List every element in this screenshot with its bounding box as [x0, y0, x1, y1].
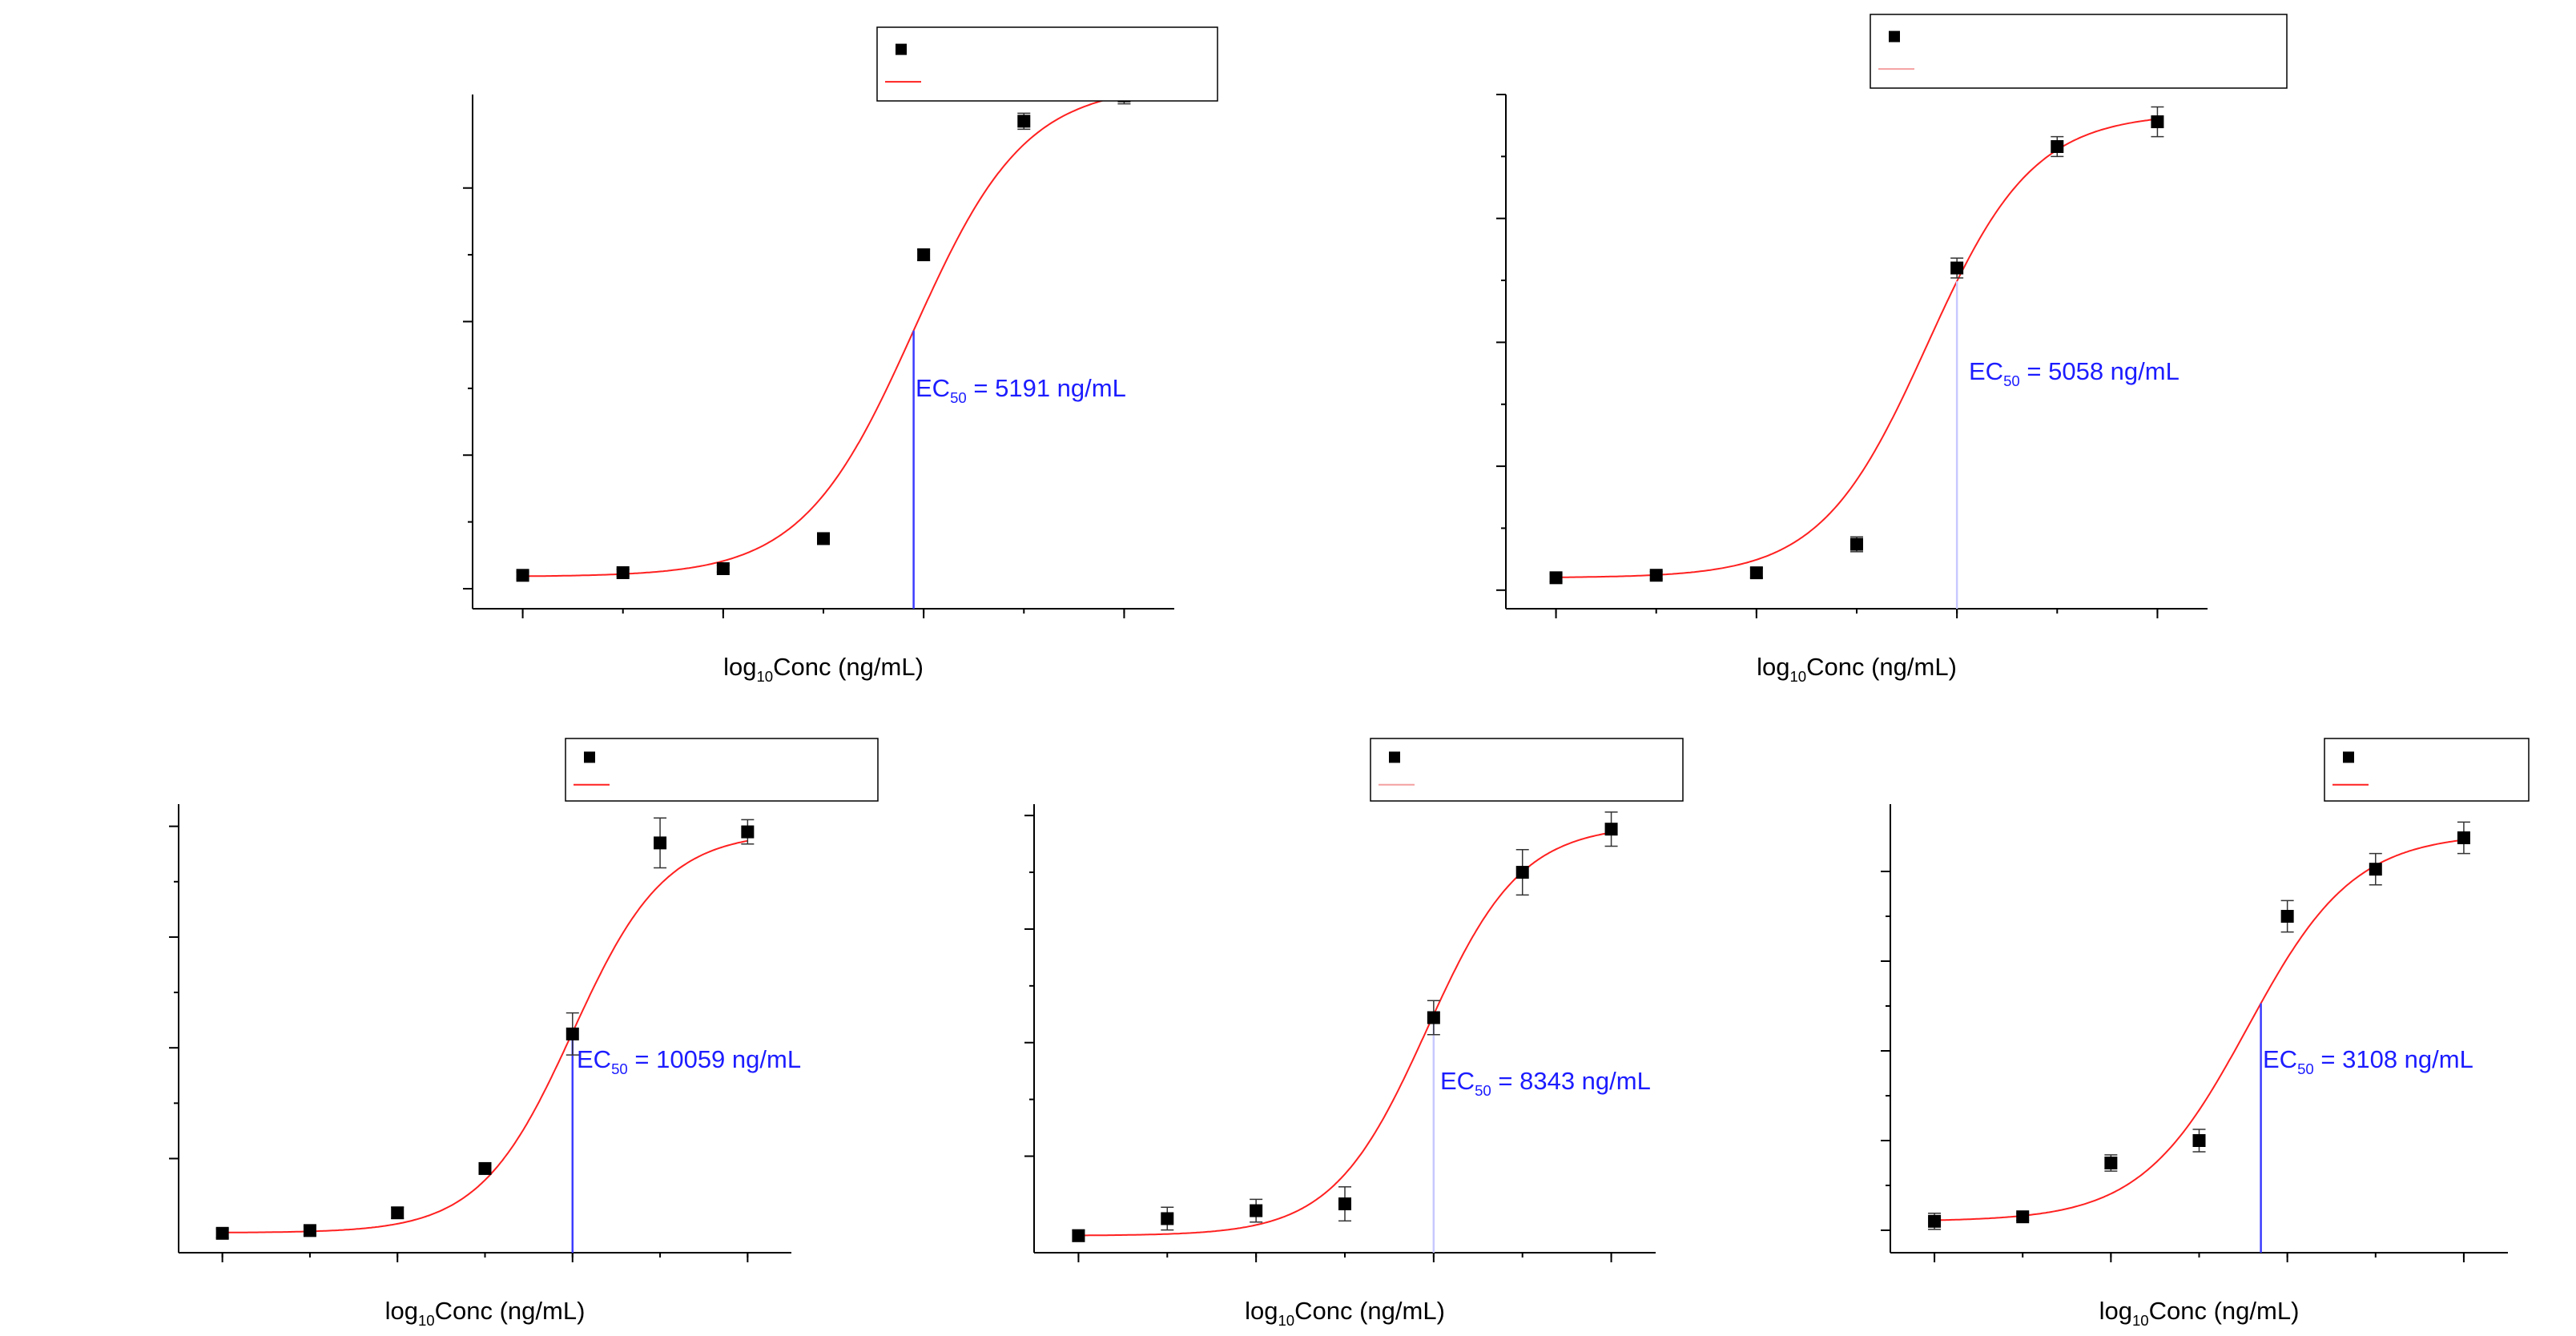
data-point [2104, 1157, 2118, 1169]
data-point [2457, 831, 2470, 844]
data-point [741, 825, 755, 839]
legend [876, 26, 1218, 102]
x-axis-label: log10Conc (ng/mL) [2099, 1297, 2300, 1329]
legend-marker-square [2343, 751, 2354, 763]
chart-panel-d: log10Conc (ng/mL) EC50 = 8343 ng/mL [1024, 738, 1684, 1329]
data-point [478, 1161, 492, 1175]
data-point [817, 532, 830, 545]
legend-marker-square [584, 751, 595, 763]
data-point [2051, 139, 2064, 153]
legend [2324, 738, 2530, 802]
x-axis-label: log10Conc (ng/mL) [1245, 1297, 1445, 1329]
x-axis-label: log10Conc (ng/mL) [723, 653, 924, 685]
legend [1870, 14, 2288, 89]
data-point [1515, 866, 1529, 879]
legend-box [2324, 738, 2530, 802]
data-point [2369, 863, 2382, 876]
legend-box [876, 26, 1218, 102]
data-point [2016, 1210, 2030, 1224]
fit-curve [1934, 839, 2465, 1221]
data-point [1749, 566, 1763, 580]
legend-box [565, 738, 879, 802]
data-point [1017, 115, 1031, 128]
x-axis-label: log10Conc (ng/mL) [385, 1297, 586, 1329]
chart-panel-b: log10Conc (ng/mL) EC50 = 5058 ng/mL [1496, 14, 2288, 685]
chart-panel-a: log10Conc (ng/mL) EC50 = 5191 ng/mL [463, 26, 1218, 685]
data-point [1950, 261, 1964, 275]
data-point [1604, 823, 1618, 836]
ec50-label: EC50 = 8343 ng/mL [1440, 1067, 1651, 1099]
data-point [1250, 1204, 1263, 1217]
chart-panel-e: log10Conc (ng/mL) EC50 = 3108 ng/mL [1881, 738, 2530, 1329]
x-axis-label: log10Conc (ng/mL) [1757, 653, 1957, 685]
legend [1370, 738, 1684, 802]
data-point [215, 1226, 229, 1240]
legend-marker-square [896, 43, 907, 55]
data-point [1850, 537, 1863, 551]
legend [565, 738, 879, 802]
data-point [917, 248, 931, 262]
data-point [1649, 569, 1663, 582]
data-point [2151, 115, 2164, 129]
ec50-label: EC50 = 10059 ng/mL [577, 1045, 801, 1077]
fit-curve [1078, 831, 1612, 1237]
data-point [1928, 1214, 1942, 1228]
fit-curve [522, 95, 1125, 577]
data-point [303, 1224, 316, 1237]
data-point [2280, 910, 2294, 923]
data-point [716, 561, 730, 575]
data-point [1161, 1212, 1174, 1225]
data-point [654, 836, 667, 850]
legend-box [1870, 14, 2288, 89]
data-point [1072, 1229, 1085, 1242]
data-point [1549, 571, 1563, 585]
data-point [391, 1206, 405, 1220]
chart-panel-c: log10Conc (ng/mL) EC50 = 10059 ng/mL [169, 738, 879, 1329]
legend-marker-square [1889, 30, 1900, 42]
ec50-label: EC50 = 5191 ng/mL [916, 374, 1126, 406]
data-point [1427, 1011, 1440, 1024]
fit-curve [1556, 118, 2158, 578]
data-point [2192, 1134, 2206, 1147]
ec50-label: EC50 = 5058 ng/mL [1969, 357, 2180, 389]
ec50-label: EC50 = 3108 ng/mL [2263, 1045, 2473, 1077]
data-point [616, 565, 630, 579]
data-point [516, 569, 529, 582]
data-point [566, 1027, 579, 1040]
legend-marker-square [1389, 751, 1400, 763]
data-point [1338, 1197, 1351, 1211]
legend-box [1370, 738, 1684, 802]
